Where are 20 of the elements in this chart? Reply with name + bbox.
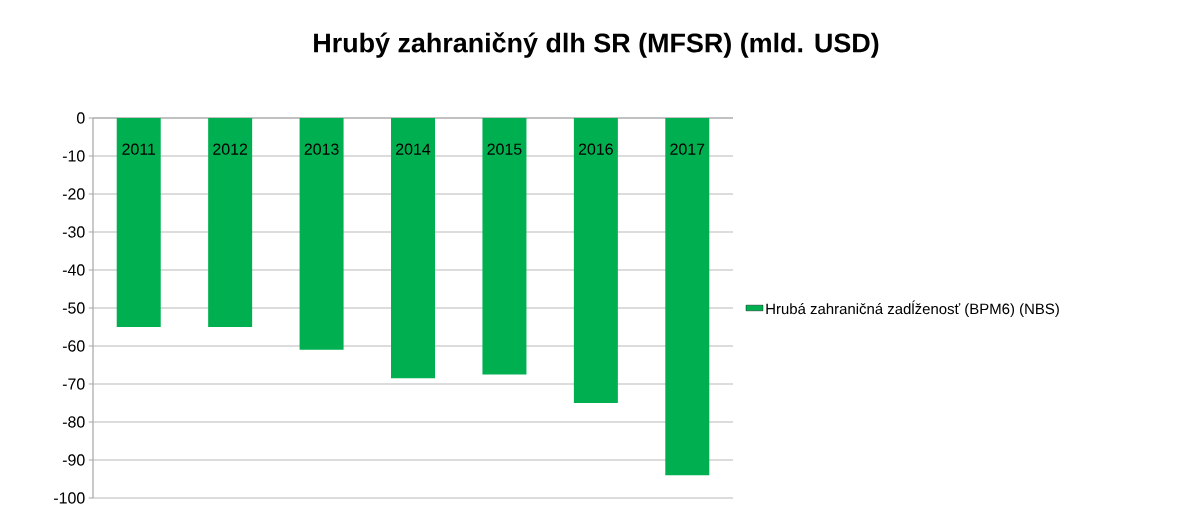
y-tick-label: -100 — [54, 492, 85, 504]
x-tick-label: 2013 — [304, 143, 339, 155]
y-tick-label: -30 — [62, 226, 85, 238]
x-tick-label: 2014 — [396, 143, 431, 155]
y-tick-label: -50 — [62, 302, 85, 314]
y-tick-label: -10 — [62, 150, 85, 162]
y-tick-label: -60 — [62, 340, 85, 352]
x-tick-label: 2011 — [122, 143, 156, 155]
y-tick-label: -90 — [62, 454, 85, 466]
x-tick-label: 2017 — [670, 143, 705, 155]
legend-label: Hrubá zahraničná zadĺženosť (BPM6) (NBS) — [766, 300, 1059, 318]
x-tick-label: 2012 — [213, 143, 248, 155]
y-tick-label: 0 — [77, 112, 85, 124]
x-tick-label: 2015 — [487, 143, 522, 155]
x-tick-label: 2016 — [578, 143, 613, 155]
y-tick-label: -70 — [62, 378, 85, 390]
y-tick-label: -40 — [62, 264, 85, 276]
y-tick-label: -20 — [62, 188, 85, 200]
chart-title: Hrubý zahraničný dlh SR (MFSR) (mld. USD) — [314, 32, 879, 58]
y-tick-label: -80 — [62, 416, 85, 428]
